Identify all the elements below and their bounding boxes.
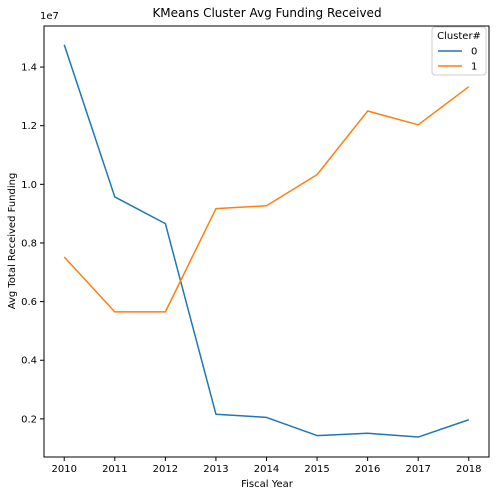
legend-title: Cluster# <box>437 31 481 42</box>
chart-title: KMeans Cluster Avg Funding Received <box>152 6 381 20</box>
legend-entries: 01 <box>438 47 477 73</box>
x-axis-ticks: 2010 2011 2012 2013 2014 2015 2016 2017 2018 <box>52 457 481 475</box>
x-tick-label: 2014 <box>254 464 279 475</box>
x-tick-label: 2016 <box>355 464 380 475</box>
x-tick-label: 2010 <box>52 464 77 475</box>
y-tick-label: 0.6 <box>21 297 37 308</box>
y-axis-label: Avg Total Received Funding <box>7 173 18 310</box>
legend: Cluster# 01 <box>431 26 487 76</box>
series-line-cluster-0 <box>63 44 470 438</box>
y-scale-label: 1e7 <box>40 11 59 22</box>
x-tick-label: 2013 <box>203 464 228 475</box>
y-tick-label: 1.0 <box>21 180 37 191</box>
x-tick-label: 2018 <box>456 464 481 475</box>
series-lines <box>63 44 470 438</box>
plot-area-frame <box>43 25 490 458</box>
y-tick-label: 1.4 <box>21 63 37 74</box>
series-line-cluster-1 <box>63 86 470 313</box>
x-tick-label: 2011 <box>102 464 127 475</box>
legend-label-cluster-0: 0 <box>471 47 477 58</box>
x-tick-label: 2015 <box>304 464 329 475</box>
y-tick-label: 0.2 <box>21 414 37 425</box>
x-tick-label: 2012 <box>153 464 178 475</box>
x-axis-label: Fiscal Year <box>241 479 294 490</box>
y-tick-label: 0.4 <box>21 356 37 367</box>
y-tick-label: 0.8 <box>21 238 37 249</box>
x-tick-label: 2017 <box>405 464 430 475</box>
y-axis-ticks: 0.2 0.4 0.6 0.8 1.0 1.2 1.4 <box>21 63 44 425</box>
y-tick-label: 1.2 <box>21 121 37 132</box>
legend-label-cluster-1: 1 <box>471 62 477 73</box>
